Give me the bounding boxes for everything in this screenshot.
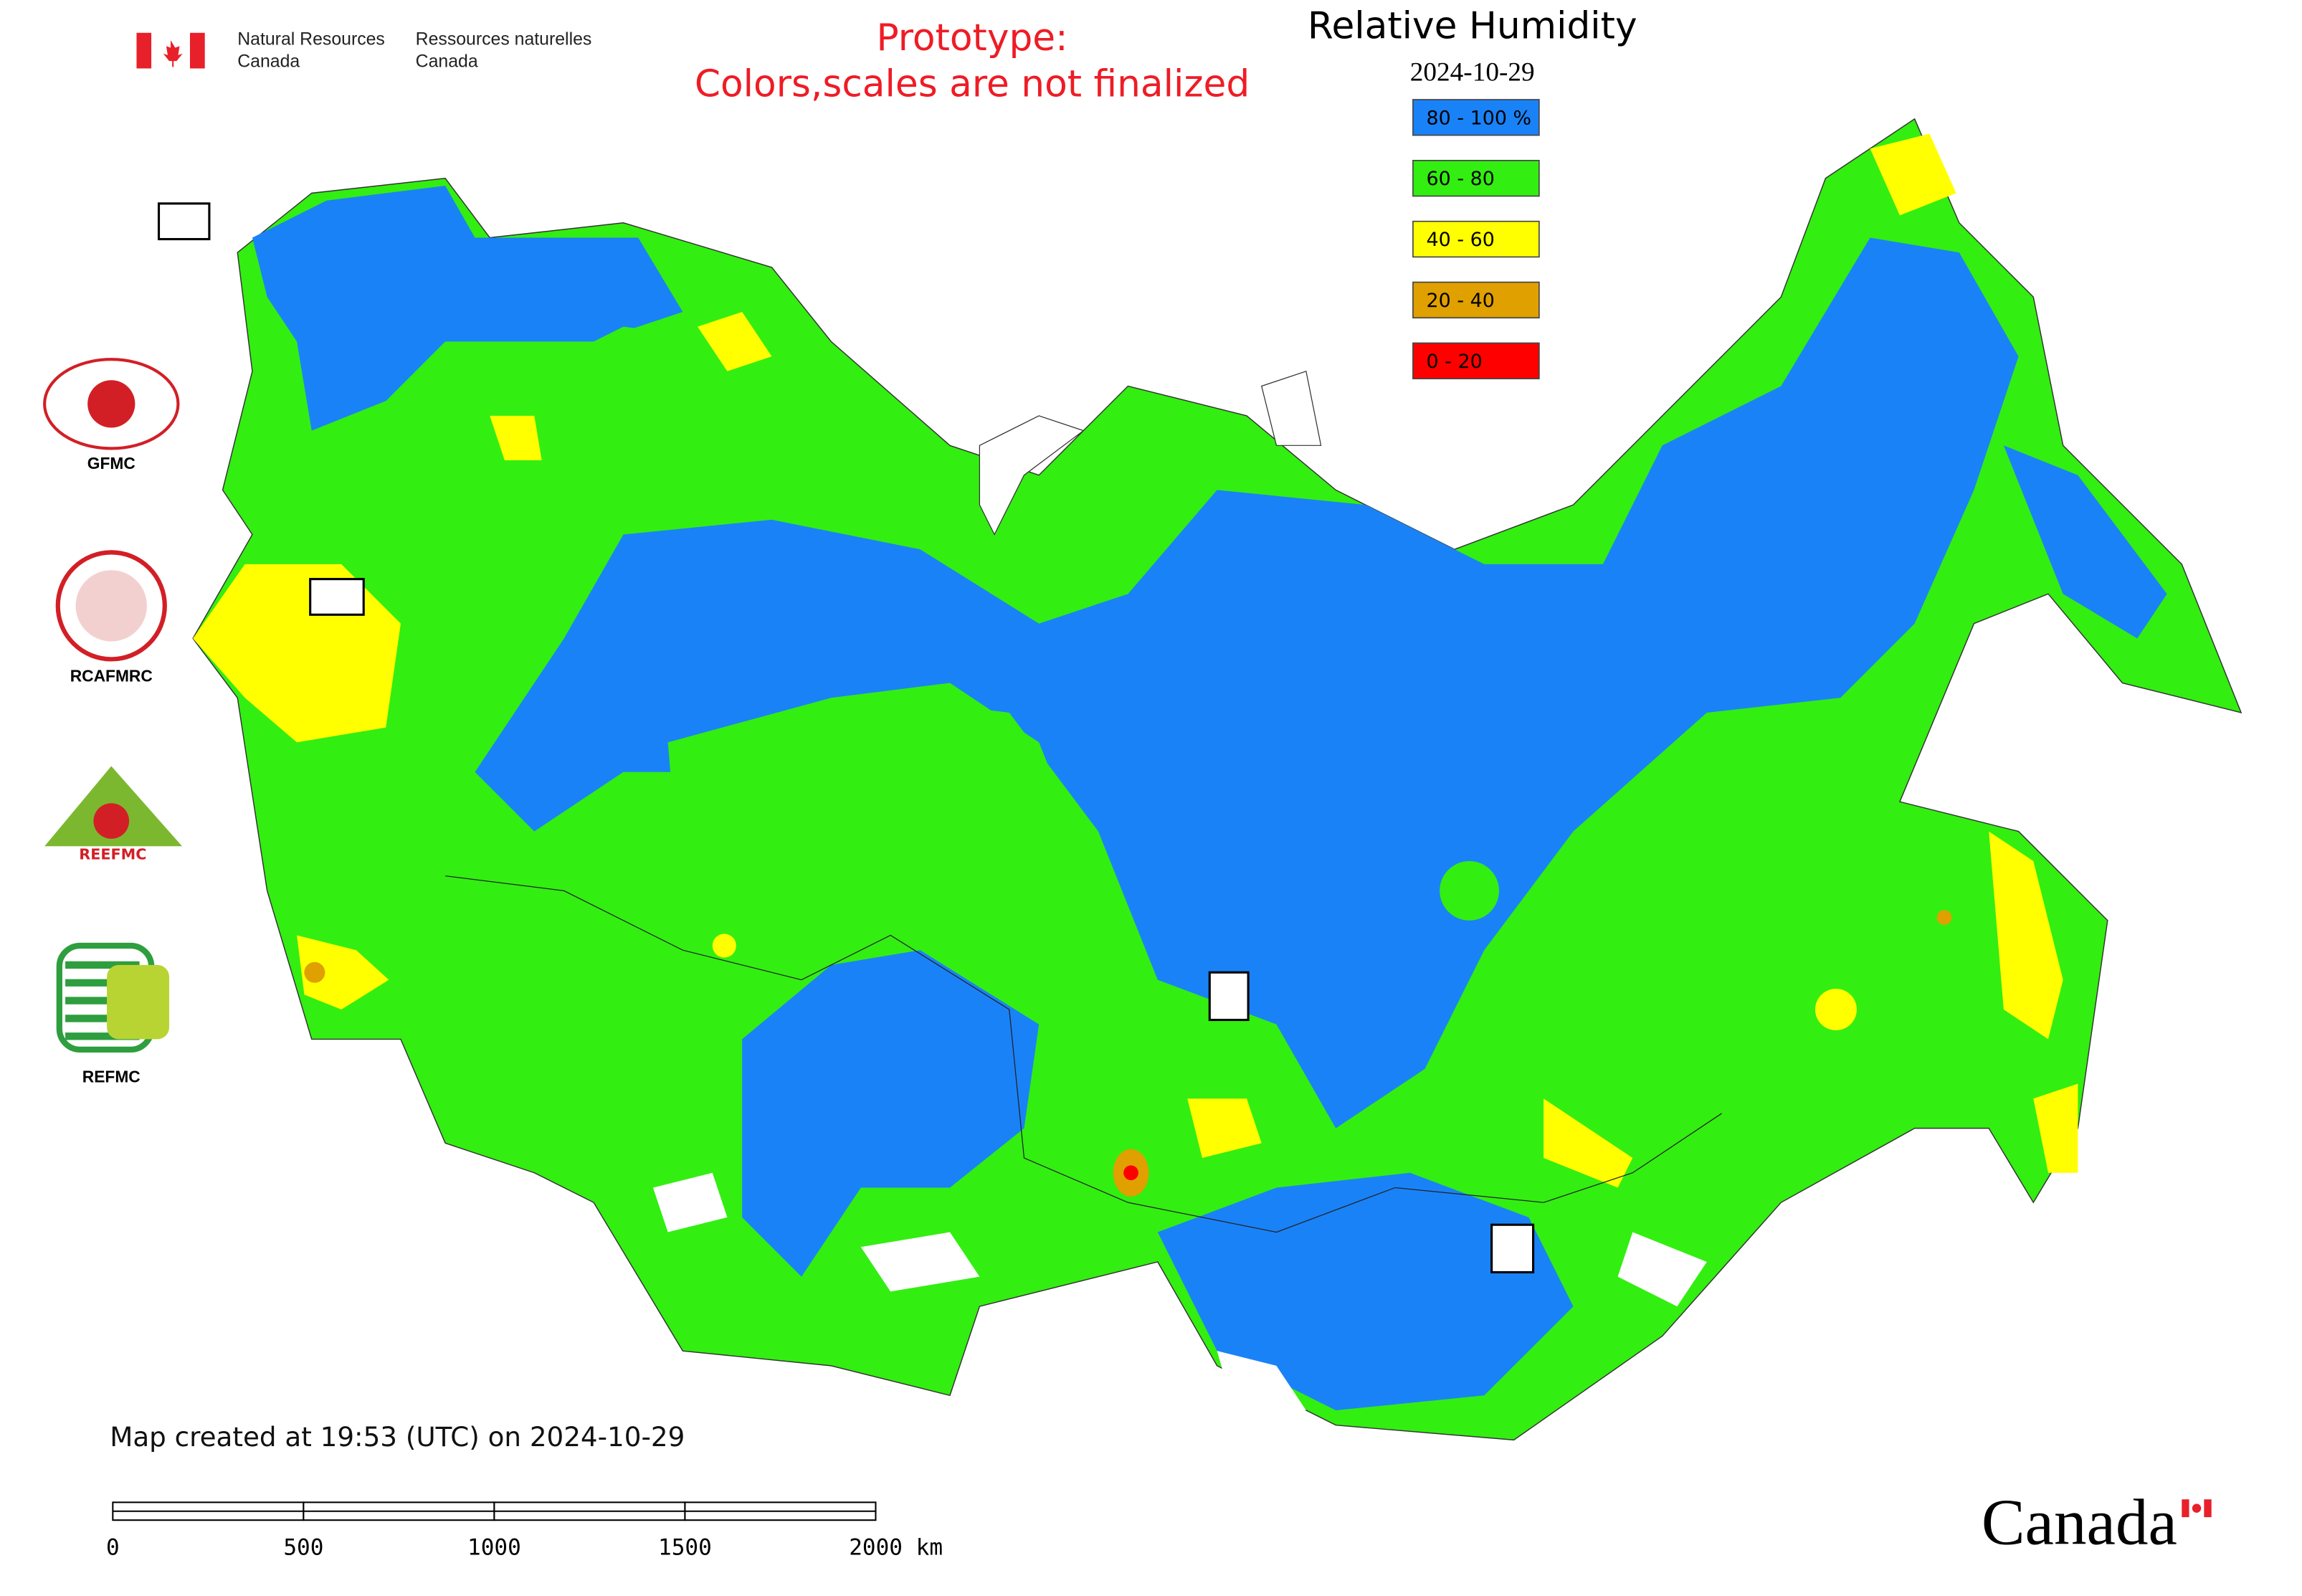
scale-bar: 0 500 1000 1500 2000 km (106, 1501, 943, 1561)
humidity-region (475, 237, 2019, 1129)
scale-label: 2000 km (849, 1535, 943, 1561)
legend-swatch (1412, 220, 1540, 258)
agency-fr: Canada (416, 52, 478, 72)
legend-swatch (1412, 281, 1540, 319)
humidity-region (304, 961, 325, 983)
legend-label: 80 - 100 % (1427, 107, 1532, 129)
logo-label: RCAFMRC (70, 666, 153, 685)
humidity-region (1936, 910, 1952, 926)
humidity-region (297, 935, 389, 1010)
refmc-logo (56, 942, 170, 1053)
humidity-region (490, 415, 542, 461)
humidity-region (667, 683, 1143, 995)
created-note: Map created at 19:53 (UTC) on 2024-10-29 (110, 1421, 685, 1453)
humidity-region (1989, 831, 2063, 1040)
humidity-region (1123, 1165, 1138, 1181)
humidity-region (1440, 860, 1499, 921)
legend-swatch (1412, 159, 1540, 197)
canada-wordmark: Canada (1982, 1486, 2177, 1559)
rcafmrc-logo (55, 550, 167, 662)
humidity-region (1870, 133, 1956, 216)
humidity-region (1187, 1098, 1262, 1159)
scale-label: 1000 (467, 1535, 521, 1561)
map-title: Relative Humidity (1308, 5, 1637, 48)
humidity-region (712, 934, 736, 958)
humidity-region (979, 370, 1322, 536)
humidity-region (1157, 1172, 1574, 1410)
agency-en: Canada (237, 52, 300, 72)
legend-label: 20 - 40 (1427, 290, 1495, 312)
humidity-region (698, 311, 772, 371)
scale-label: 1500 (658, 1535, 712, 1561)
humidity-map (192, 118, 2242, 1441)
legend-swatch (1412, 99, 1540, 136)
humidity-region (742, 950, 1040, 1277)
station-markers (157, 202, 1535, 1274)
humidity-region (1544, 1098, 1633, 1188)
legend-label: 60 - 80 (1427, 168, 1495, 190)
agency-en: Natural Resources (237, 30, 385, 49)
humidity-region (2003, 445, 2167, 639)
prototype-notice: Prototype: (876, 16, 1067, 60)
humidity-region (445, 875, 1722, 1233)
humidity-region (1815, 989, 1857, 1030)
scale-label: 0 (106, 1535, 120, 1561)
svg-text:REEFMC: REEFMC (79, 846, 146, 863)
wordmark-flag (2182, 1499, 2212, 1518)
humidity-region (252, 186, 683, 431)
legend-label: 40 - 60 (1427, 229, 1495, 251)
logo-label: REFMC (82, 1067, 141, 1086)
gfmc-logo (43, 358, 180, 450)
logo-label: GFMC (87, 454, 135, 472)
legend-label: 0 - 20 (1427, 351, 1483, 373)
map-date: 2024-10-29 (1410, 57, 1535, 87)
canada-flag (136, 32, 205, 69)
prototype-notice: Colors,scales are not finalized (695, 62, 1250, 105)
scale-label: 500 (283, 1535, 323, 1561)
legend-swatch (1412, 342, 1540, 379)
agency-fr: Ressources naturelles (416, 30, 592, 49)
reefmc-logo: REEFMC (37, 766, 190, 863)
legend: 80 - 100 % 60 - 80 40 - 60 20 - 40 0 - 20 (1412, 99, 1540, 379)
humidity-region (2033, 1083, 2078, 1173)
